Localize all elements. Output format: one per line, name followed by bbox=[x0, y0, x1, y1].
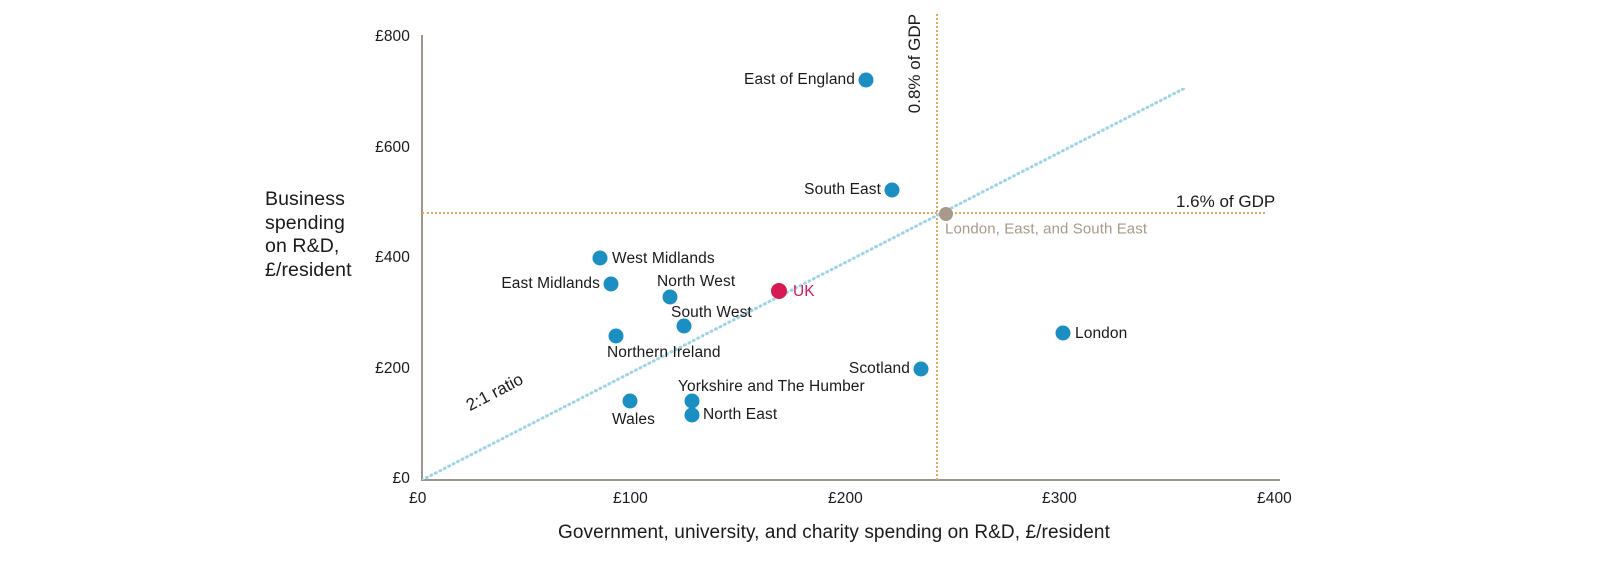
x-tick-400: £400 bbox=[1257, 490, 1292, 507]
data-point-east-midlands[interactable] bbox=[603, 276, 619, 292]
y-axis-title: Business spending on R&D, £/resident bbox=[265, 188, 352, 281]
horizontal-guide-label: 1.6% of GDP bbox=[1176, 192, 1276, 211]
data-label-northern-ireland: Northern Ireland bbox=[607, 344, 721, 361]
data-label-east-midlands: East Midlands bbox=[501, 275, 600, 292]
data-label-north-west: North West bbox=[657, 273, 736, 290]
y-tick-0: £0 bbox=[392, 470, 410, 487]
x-tick-300: £300 bbox=[1042, 490, 1077, 507]
y-tick-600: £600 bbox=[375, 139, 410, 156]
y-axis-line bbox=[421, 35, 423, 481]
data-point-scotland[interactable] bbox=[913, 361, 929, 377]
ratio-annotation-label: 2:1 ratio bbox=[463, 369, 527, 415]
x-tick-200: £200 bbox=[828, 490, 863, 507]
y-tick-200: £200 bbox=[375, 360, 410, 377]
x-tick-100: £100 bbox=[613, 490, 648, 507]
data-label-east-of-england: East of England bbox=[744, 71, 855, 88]
data-point-north-east[interactable] bbox=[684, 407, 700, 423]
x-axis-title: Government, university, and charity spen… bbox=[558, 522, 1110, 543]
x-axis-line bbox=[421, 479, 1280, 481]
y-tick-800: £800 bbox=[375, 28, 410, 45]
data-point-west-midlands[interactable] bbox=[592, 250, 608, 266]
data-label-yorkshire-and-the-humber: Yorkshire and The Humber bbox=[678, 378, 865, 395]
data-point-east-of-england[interactable] bbox=[858, 72, 874, 88]
data-label-london-east-and-south-east: London, East, and South East bbox=[945, 220, 1148, 238]
data-label-north-east: North East bbox=[703, 406, 778, 423]
x-tick-0: £0 bbox=[409, 490, 427, 507]
data-point-south-west[interactable] bbox=[676, 318, 692, 334]
data-label-south-west: South West bbox=[671, 304, 752, 321]
vertical-guide-label: 0.8% of GDP bbox=[905, 14, 924, 114]
data-point-northern-ireland[interactable] bbox=[608, 328, 624, 344]
data-label-scotland: Scotland bbox=[848, 360, 910, 377]
data-point-london[interactable] bbox=[1055, 325, 1071, 341]
data-point-north-west[interactable] bbox=[662, 289, 678, 305]
data-point-london-east-and-south-east[interactable] bbox=[939, 207, 953, 221]
reference-line-1-6-percent-gdp bbox=[422, 212, 1265, 214]
data-label-london: London bbox=[1075, 325, 1128, 342]
y-tick-400: £400 bbox=[375, 249, 410, 266]
data-point-uk[interactable] bbox=[771, 283, 787, 299]
data-label-west-midlands: West Midlands bbox=[612, 250, 715, 267]
reference-line-0-8-percent-gdp bbox=[936, 14, 938, 480]
data-point-south-east[interactable] bbox=[884, 182, 900, 198]
data-point-yorkshire-and-the-humber[interactable] bbox=[684, 393, 700, 409]
data-label-south-east: South East bbox=[804, 181, 881, 198]
data-label-wales: Wales bbox=[612, 411, 655, 428]
data-label-uk: UK bbox=[793, 283, 815, 300]
data-point-wales[interactable] bbox=[622, 393, 638, 409]
